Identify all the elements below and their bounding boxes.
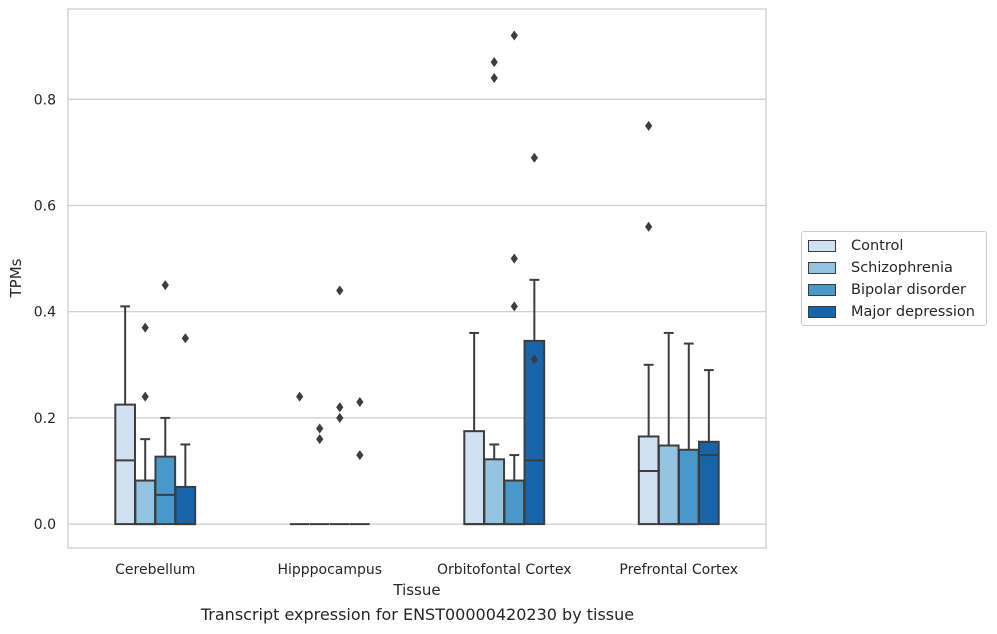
legend: Control Schizophrenia Bipolar disorder M…	[801, 231, 987, 326]
box	[503, 479, 526, 526]
box-plot	[698, 369, 720, 526]
outlier-point	[530, 354, 538, 365]
outlier-point	[510, 301, 518, 312]
outlier-point	[510, 30, 518, 41]
box	[134, 479, 157, 526]
box-plot	[114, 305, 136, 526]
legend-item-control: Control	[808, 236, 903, 256]
outlier-marks	[141, 30, 653, 461]
x-tick-label: Hipppocampus	[277, 562, 382, 578]
legend-swatch-schizophrenia	[808, 262, 836, 274]
outlier-point	[181, 333, 189, 344]
box-plot	[503, 454, 526, 526]
outlier-point	[141, 391, 149, 402]
y-tick-labels: 0.0 0.2 0.4 0.6 0.8	[34, 92, 56, 533]
legend-label-bipolar-disorder: Bipolar disorder	[851, 282, 966, 298]
outlier-point	[336, 285, 344, 296]
x-tick-label: Orbitofontal Cortex	[437, 562, 572, 578]
outlier-point	[645, 221, 653, 232]
box	[174, 485, 197, 526]
outlier-point	[490, 73, 498, 84]
y-tick-label: 0.2	[34, 411, 56, 427]
outlier-point	[336, 412, 344, 423]
y-axis-label: TPMs	[7, 258, 25, 298]
legend-item-schizophrenia: Schizophrenia	[808, 258, 953, 278]
outlier-point	[316, 423, 324, 434]
box-plot	[637, 363, 660, 526]
legend-swatch-bipolar-disorder	[808, 284, 836, 296]
legend-label-major-depression: Major depression	[851, 304, 975, 320]
y-tick-label: 0.6	[34, 198, 56, 214]
box-plot	[154, 416, 177, 526]
x-tick-label: Prefrontal Cortex	[619, 562, 738, 578]
box-marks	[114, 278, 720, 526]
box-plot	[523, 278, 546, 526]
legend-swatch-major-depression	[808, 306, 836, 318]
x-axis-label: Tissue	[392, 581, 440, 599]
y-tick-label: 0.4	[34, 305, 56, 321]
box	[677, 448, 700, 526]
outlier-point	[356, 450, 364, 461]
y-tick-label: 0.0	[34, 517, 56, 533]
box	[698, 440, 720, 526]
outlier-point	[336, 402, 344, 413]
box	[657, 444, 680, 526]
legend-swatch-control	[808, 240, 836, 252]
chart-caption: Transcript expression for ENST0000042023…	[200, 605, 635, 624]
box-plot	[677, 342, 700, 526]
legend-item-major-depression: Major depression	[808, 302, 975, 322]
x-tick-label: Cerebellum	[115, 562, 195, 578]
box	[523, 339, 546, 526]
outlier-point	[316, 434, 324, 445]
outlier-point	[141, 322, 149, 333]
box	[154, 455, 177, 526]
box	[637, 435, 660, 526]
box-plot	[174, 443, 197, 526]
outlier-point	[356, 396, 364, 407]
box	[483, 458, 506, 526]
outlier-point	[296, 391, 304, 402]
outlier-point	[490, 57, 498, 68]
x-tick-labels: Cerebellum Hipppocampus Orbitofontal Corte…	[115, 562, 738, 578]
outlier-point	[510, 253, 518, 264]
box	[463, 430, 485, 526]
box	[114, 403, 136, 526]
y-tick-label: 0.8	[34, 92, 56, 108]
legend-label-control: Control	[851, 238, 904, 254]
legend-label-schizophrenia: Schizophrenia	[851, 260, 953, 276]
legend-item-bipolar-disorder: Bipolar disorder	[808, 280, 966, 300]
outlier-point	[645, 120, 653, 131]
outlier-point	[161, 280, 169, 291]
outlier-point	[530, 152, 538, 163]
